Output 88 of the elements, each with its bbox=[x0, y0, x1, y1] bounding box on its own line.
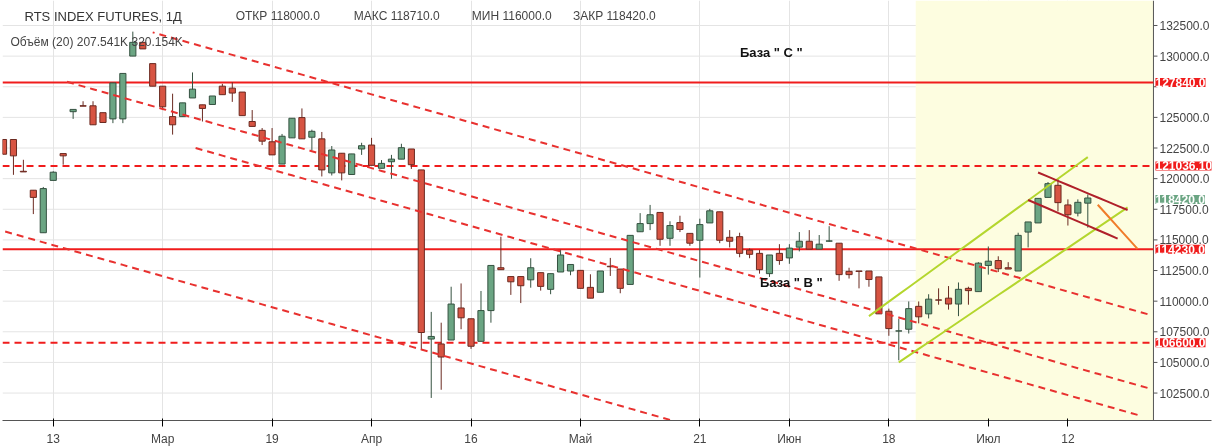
candlestick bbox=[636, 212, 644, 233]
candlestick bbox=[29, 189, 37, 215]
candlestick bbox=[935, 287, 943, 306]
candlestick bbox=[517, 276, 525, 304]
y-tick-label: 112500.0 bbox=[1159, 264, 1209, 279]
candlestick bbox=[1084, 193, 1092, 229]
candlestick bbox=[736, 232, 744, 258]
candlestick bbox=[367, 137, 376, 166]
x-tick-label: Мар bbox=[150, 431, 175, 446]
candlestick bbox=[387, 154, 396, 180]
candlestick bbox=[666, 220, 674, 247]
candlestick bbox=[9, 139, 18, 176]
candlestick bbox=[338, 152, 346, 181]
candlestick bbox=[437, 322, 445, 391]
candlestick bbox=[795, 231, 803, 252]
candlestick bbox=[556, 249, 565, 273]
candlestick bbox=[785, 243, 793, 265]
y-tick-label: 110000.0 bbox=[1159, 294, 1209, 309]
y-tick-label: 120000.0 bbox=[1159, 172, 1210, 187]
annotation: База " С " bbox=[739, 44, 803, 60]
candlestick bbox=[905, 300, 913, 334]
annotation: ОТКР 118000.0 bbox=[235, 9, 321, 24]
x-tick-label: Июл bbox=[976, 431, 1001, 446]
candlestick bbox=[696, 218, 704, 279]
ref-line-label: 106600.0 bbox=[1155, 336, 1206, 351]
annotation: ЗАКР 118420.0 bbox=[572, 9, 657, 24]
y-tick-label: 102500.0 bbox=[1159, 386, 1210, 401]
candlestick bbox=[268, 127, 276, 156]
annotation: МАКС 118710.0 bbox=[353, 9, 441, 24]
candlestick bbox=[586, 273, 594, 299]
candlestick bbox=[765, 254, 774, 278]
candlestick bbox=[547, 273, 555, 295]
candlestick bbox=[915, 300, 923, 324]
y-tick-label: 132500.0 bbox=[1159, 18, 1210, 33]
candlestick bbox=[616, 268, 624, 294]
candlestick bbox=[308, 129, 316, 151]
x-tick-label: 12 bbox=[1061, 431, 1075, 446]
candlestick bbox=[944, 285, 953, 311]
candlestick bbox=[805, 229, 813, 250]
candlestick bbox=[885, 308, 893, 337]
x-tick-label: Апр bbox=[360, 431, 383, 446]
candlestick bbox=[328, 145, 336, 176]
y-tick-label: 130000.0 bbox=[1159, 49, 1210, 64]
candlestick bbox=[527, 257, 535, 289]
candlestick bbox=[497, 236, 505, 271]
y-tick-label: 105000.0 bbox=[1159, 355, 1210, 370]
candlestick bbox=[228, 81, 236, 103]
text: RTS INDEX FUTURES, 1Д bbox=[24, 8, 183, 24]
y-tick-label: 122500.0 bbox=[1159, 141, 1210, 156]
candlestick bbox=[895, 318, 903, 361]
ref-line-label: 121036.10 bbox=[1155, 159, 1213, 174]
x-tick-label: 21 bbox=[693, 431, 707, 446]
candlestick bbox=[1064, 198, 1072, 227]
candlestick bbox=[169, 93, 177, 136]
candlestick bbox=[845, 267, 853, 280]
candlestick bbox=[288, 117, 296, 139]
candlestick bbox=[855, 270, 863, 289]
x-tick-label: 13 bbox=[46, 431, 61, 446]
candlestick bbox=[457, 282, 465, 330]
candlestick bbox=[298, 107, 306, 140]
candlestick bbox=[348, 153, 356, 175]
y-tick-label: 125000.0 bbox=[1159, 110, 1210, 125]
candlestick bbox=[238, 91, 246, 117]
candlestick bbox=[507, 276, 515, 296]
candlestick bbox=[149, 63, 157, 87]
candlestick bbox=[925, 293, 933, 319]
x-tick-label: Июн bbox=[777, 431, 802, 446]
candlestick bbox=[984, 245, 992, 276]
ref-line-label: 127840.0 bbox=[1155, 76, 1206, 91]
x-tick-label: 19 bbox=[265, 431, 280, 446]
candlestick bbox=[19, 159, 27, 173]
candlestick bbox=[1024, 221, 1032, 248]
candlestick bbox=[676, 215, 684, 233]
x-tick-label: 16 bbox=[464, 431, 479, 446]
annotation: МИН 116000.0 bbox=[471, 9, 552, 24]
candlestick bbox=[427, 311, 435, 399]
candlestick bbox=[89, 100, 97, 126]
candlestick bbox=[954, 281, 963, 317]
candlestick bbox=[188, 71, 197, 99]
candlestick bbox=[79, 100, 87, 107]
candlestick bbox=[775, 243, 783, 266]
x-tick-label: 18 bbox=[882, 431, 896, 446]
candlestick bbox=[407, 148, 415, 170]
candlestick bbox=[596, 270, 604, 293]
candlestick bbox=[69, 108, 77, 120]
candlestick bbox=[646, 204, 654, 231]
x-tick-label: Май bbox=[568, 431, 593, 446]
candlestick bbox=[755, 249, 764, 275]
